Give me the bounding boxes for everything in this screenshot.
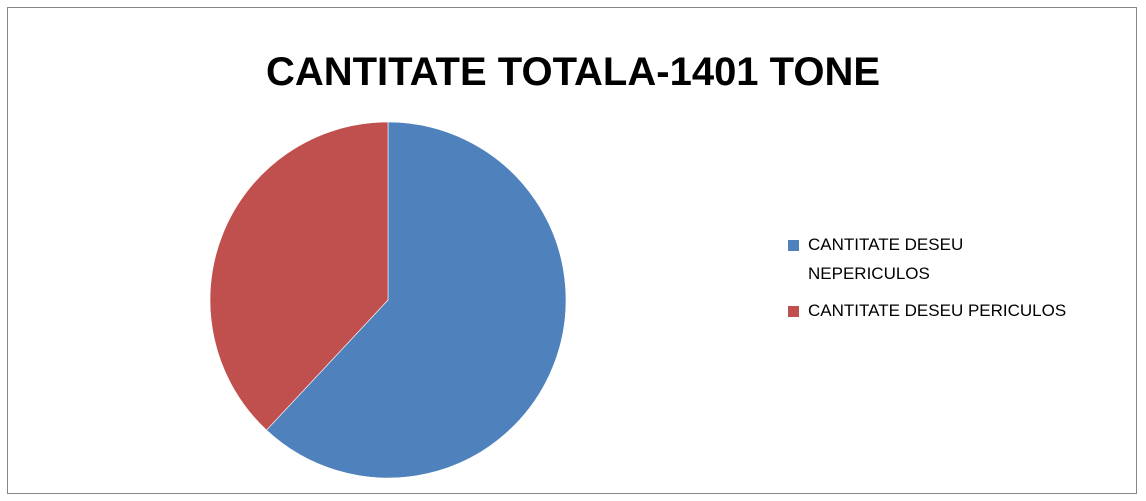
pie-chart [209,121,567,479]
legend-item-nepericulos: CANTITATE DESEU NEPERICULOS [788,230,1128,288]
pie-slices [209,121,567,479]
chart-area: CANTITATE TOTALA-1401 TONE CANTITATE DES… [7,7,1137,494]
legend: CANTITATE DESEU NEPERICULOS CANTITATE DE… [788,230,1128,333]
pie-slice-nepericulos [266,121,567,479]
legend-label-nepericulos: CANTITATE DESEU NEPERICULOS [808,235,964,283]
pie-slice-periculos [209,121,389,431]
legend-swatch-nepericulos [788,240,799,251]
legend-swatch-periculos [788,306,799,317]
chart-title: CANTITATE TOTALA-1401 TONE [265,50,881,94]
legend-label-periculos: CANTITATE DESEU PERICULOS [808,301,1067,320]
legend-item-periculos: CANTITATE DESEU PERICULOS [788,296,1128,325]
